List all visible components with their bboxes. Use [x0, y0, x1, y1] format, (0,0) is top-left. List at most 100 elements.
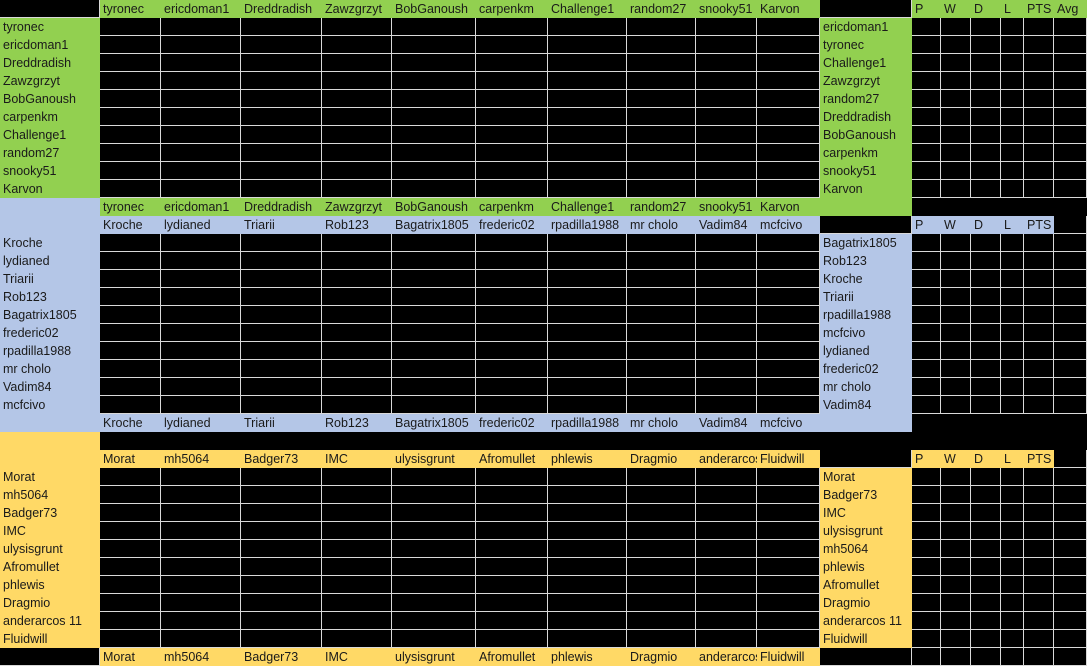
- corner-cell[interactable]: [0, 450, 100, 468]
- stat-cell[interactable]: [971, 486, 1001, 504]
- result-cell[interactable]: [627, 36, 696, 54]
- stat-header-d[interactable]: D: [971, 216, 1001, 234]
- result-cell[interactable]: [627, 504, 696, 522]
- result-cell[interactable]: [100, 486, 161, 504]
- result-cell[interactable]: [696, 54, 757, 72]
- result-cell[interactable]: [161, 558, 241, 576]
- result-cell[interactable]: [161, 378, 241, 396]
- row-header[interactable]: ulysisgrunt: [0, 540, 100, 558]
- row-header[interactable]: carpenkm: [0, 108, 100, 126]
- stat-header-d[interactable]: D: [971, 0, 1001, 18]
- result-cell[interactable]: [476, 324, 548, 342]
- stat-cell[interactable]: [912, 270, 941, 288]
- result-cell[interactable]: [548, 522, 627, 540]
- result-cell[interactable]: [322, 108, 392, 126]
- standings-name[interactable]: mcfcivo: [820, 324, 912, 342]
- result-cell[interactable]: [100, 630, 161, 648]
- stat-cell[interactable]: [971, 234, 1001, 252]
- standings-name[interactable]: IMC: [820, 504, 912, 522]
- result-cell[interactable]: [161, 324, 241, 342]
- result-cell[interactable]: [627, 378, 696, 396]
- result-cell[interactable]: [548, 324, 627, 342]
- stat-cell[interactable]: [1001, 540, 1024, 558]
- result-cell[interactable]: [392, 612, 476, 630]
- stat-cell[interactable]: [1024, 162, 1054, 180]
- standings-header-blank[interactable]: [820, 450, 912, 468]
- stat-cell[interactable]: [1054, 288, 1087, 306]
- result-cell[interactable]: [100, 108, 161, 126]
- result-cell[interactable]: [757, 558, 820, 576]
- result-cell[interactable]: [322, 324, 392, 342]
- standings-name[interactable]: Vadim84: [820, 396, 912, 414]
- result-cell[interactable]: [322, 360, 392, 378]
- stat-cell[interactable]: [971, 126, 1001, 144]
- result-cell[interactable]: [627, 576, 696, 594]
- column-header[interactable]: carpenkm: [476, 0, 548, 18]
- stat-cell[interactable]: [1001, 612, 1024, 630]
- stat-cell[interactable]: [1024, 468, 1054, 486]
- result-cell[interactable]: [241, 72, 322, 90]
- result-cell[interactable]: [161, 522, 241, 540]
- result-cell[interactable]: [392, 378, 476, 396]
- standings-name[interactable]: Morat: [820, 468, 912, 486]
- column-footer[interactable]: carpenkm: [476, 198, 548, 216]
- result-cell[interactable]: [161, 72, 241, 90]
- stat-cell[interactable]: [941, 288, 971, 306]
- row-header[interactable]: Karvon: [0, 180, 100, 198]
- stat-cell[interactable]: [1054, 486, 1087, 504]
- stat-cell[interactable]: [971, 594, 1001, 612]
- stat-cell[interactable]: [1054, 342, 1087, 360]
- standings-name[interactable]: Triarii: [820, 288, 912, 306]
- result-cell[interactable]: [476, 576, 548, 594]
- stat-cell[interactable]: [1001, 504, 1024, 522]
- result-cell[interactable]: [322, 252, 392, 270]
- result-cell[interactable]: [696, 342, 757, 360]
- column-footer[interactable]: Dragmio: [627, 648, 696, 666]
- stat-cell[interactable]: [1001, 126, 1024, 144]
- result-cell[interactable]: [548, 72, 627, 90]
- column-header[interactable]: Vadim84: [696, 216, 757, 234]
- standings-footer[interactable]: [820, 648, 912, 666]
- result-cell[interactable]: [100, 126, 161, 144]
- stat-cell[interactable]: [1024, 360, 1054, 378]
- result-cell[interactable]: [161, 594, 241, 612]
- result-cell[interactable]: [241, 54, 322, 72]
- result-cell[interactable]: [696, 234, 757, 252]
- result-cell[interactable]: [757, 108, 820, 126]
- result-cell[interactable]: [322, 306, 392, 324]
- result-cell[interactable]: [476, 468, 548, 486]
- result-cell[interactable]: [392, 72, 476, 90]
- column-footer[interactable]: anderarcos 11: [696, 648, 757, 666]
- result-cell[interactable]: [476, 522, 548, 540]
- column-header[interactable]: BobGanoush: [392, 0, 476, 18]
- result-cell[interactable]: [322, 594, 392, 612]
- column-footer[interactable]: Morat: [100, 648, 161, 666]
- stat-cell[interactable]: [912, 468, 941, 486]
- stat-header-avg[interactable]: Avg: [1054, 0, 1087, 18]
- result-cell[interactable]: [100, 324, 161, 342]
- standings-name[interactable]: Kroche: [820, 270, 912, 288]
- result-cell[interactable]: [100, 306, 161, 324]
- result-cell[interactable]: [392, 522, 476, 540]
- result-cell[interactable]: [241, 144, 322, 162]
- column-header[interactable]: tyronec: [100, 0, 161, 18]
- result-cell[interactable]: [627, 540, 696, 558]
- result-cell[interactable]: [392, 594, 476, 612]
- result-cell[interactable]: [757, 54, 820, 72]
- stat-cell[interactable]: [912, 54, 941, 72]
- result-cell[interactable]: [627, 270, 696, 288]
- stat-cell[interactable]: [1024, 378, 1054, 396]
- result-cell[interactable]: [476, 126, 548, 144]
- column-footer[interactable]: Vadim84: [696, 414, 757, 432]
- result-cell[interactable]: [392, 504, 476, 522]
- standings-name[interactable]: rpadilla1988: [820, 306, 912, 324]
- result-cell[interactable]: [392, 108, 476, 126]
- result-cell[interactable]: [322, 270, 392, 288]
- column-header[interactable]: Zawzgrzyt: [322, 0, 392, 18]
- stat-cell[interactable]: [912, 126, 941, 144]
- stat-cell[interactable]: [912, 288, 941, 306]
- result-cell[interactable]: [322, 504, 392, 522]
- result-cell[interactable]: [627, 630, 696, 648]
- result-cell[interactable]: [392, 468, 476, 486]
- result-cell[interactable]: [161, 270, 241, 288]
